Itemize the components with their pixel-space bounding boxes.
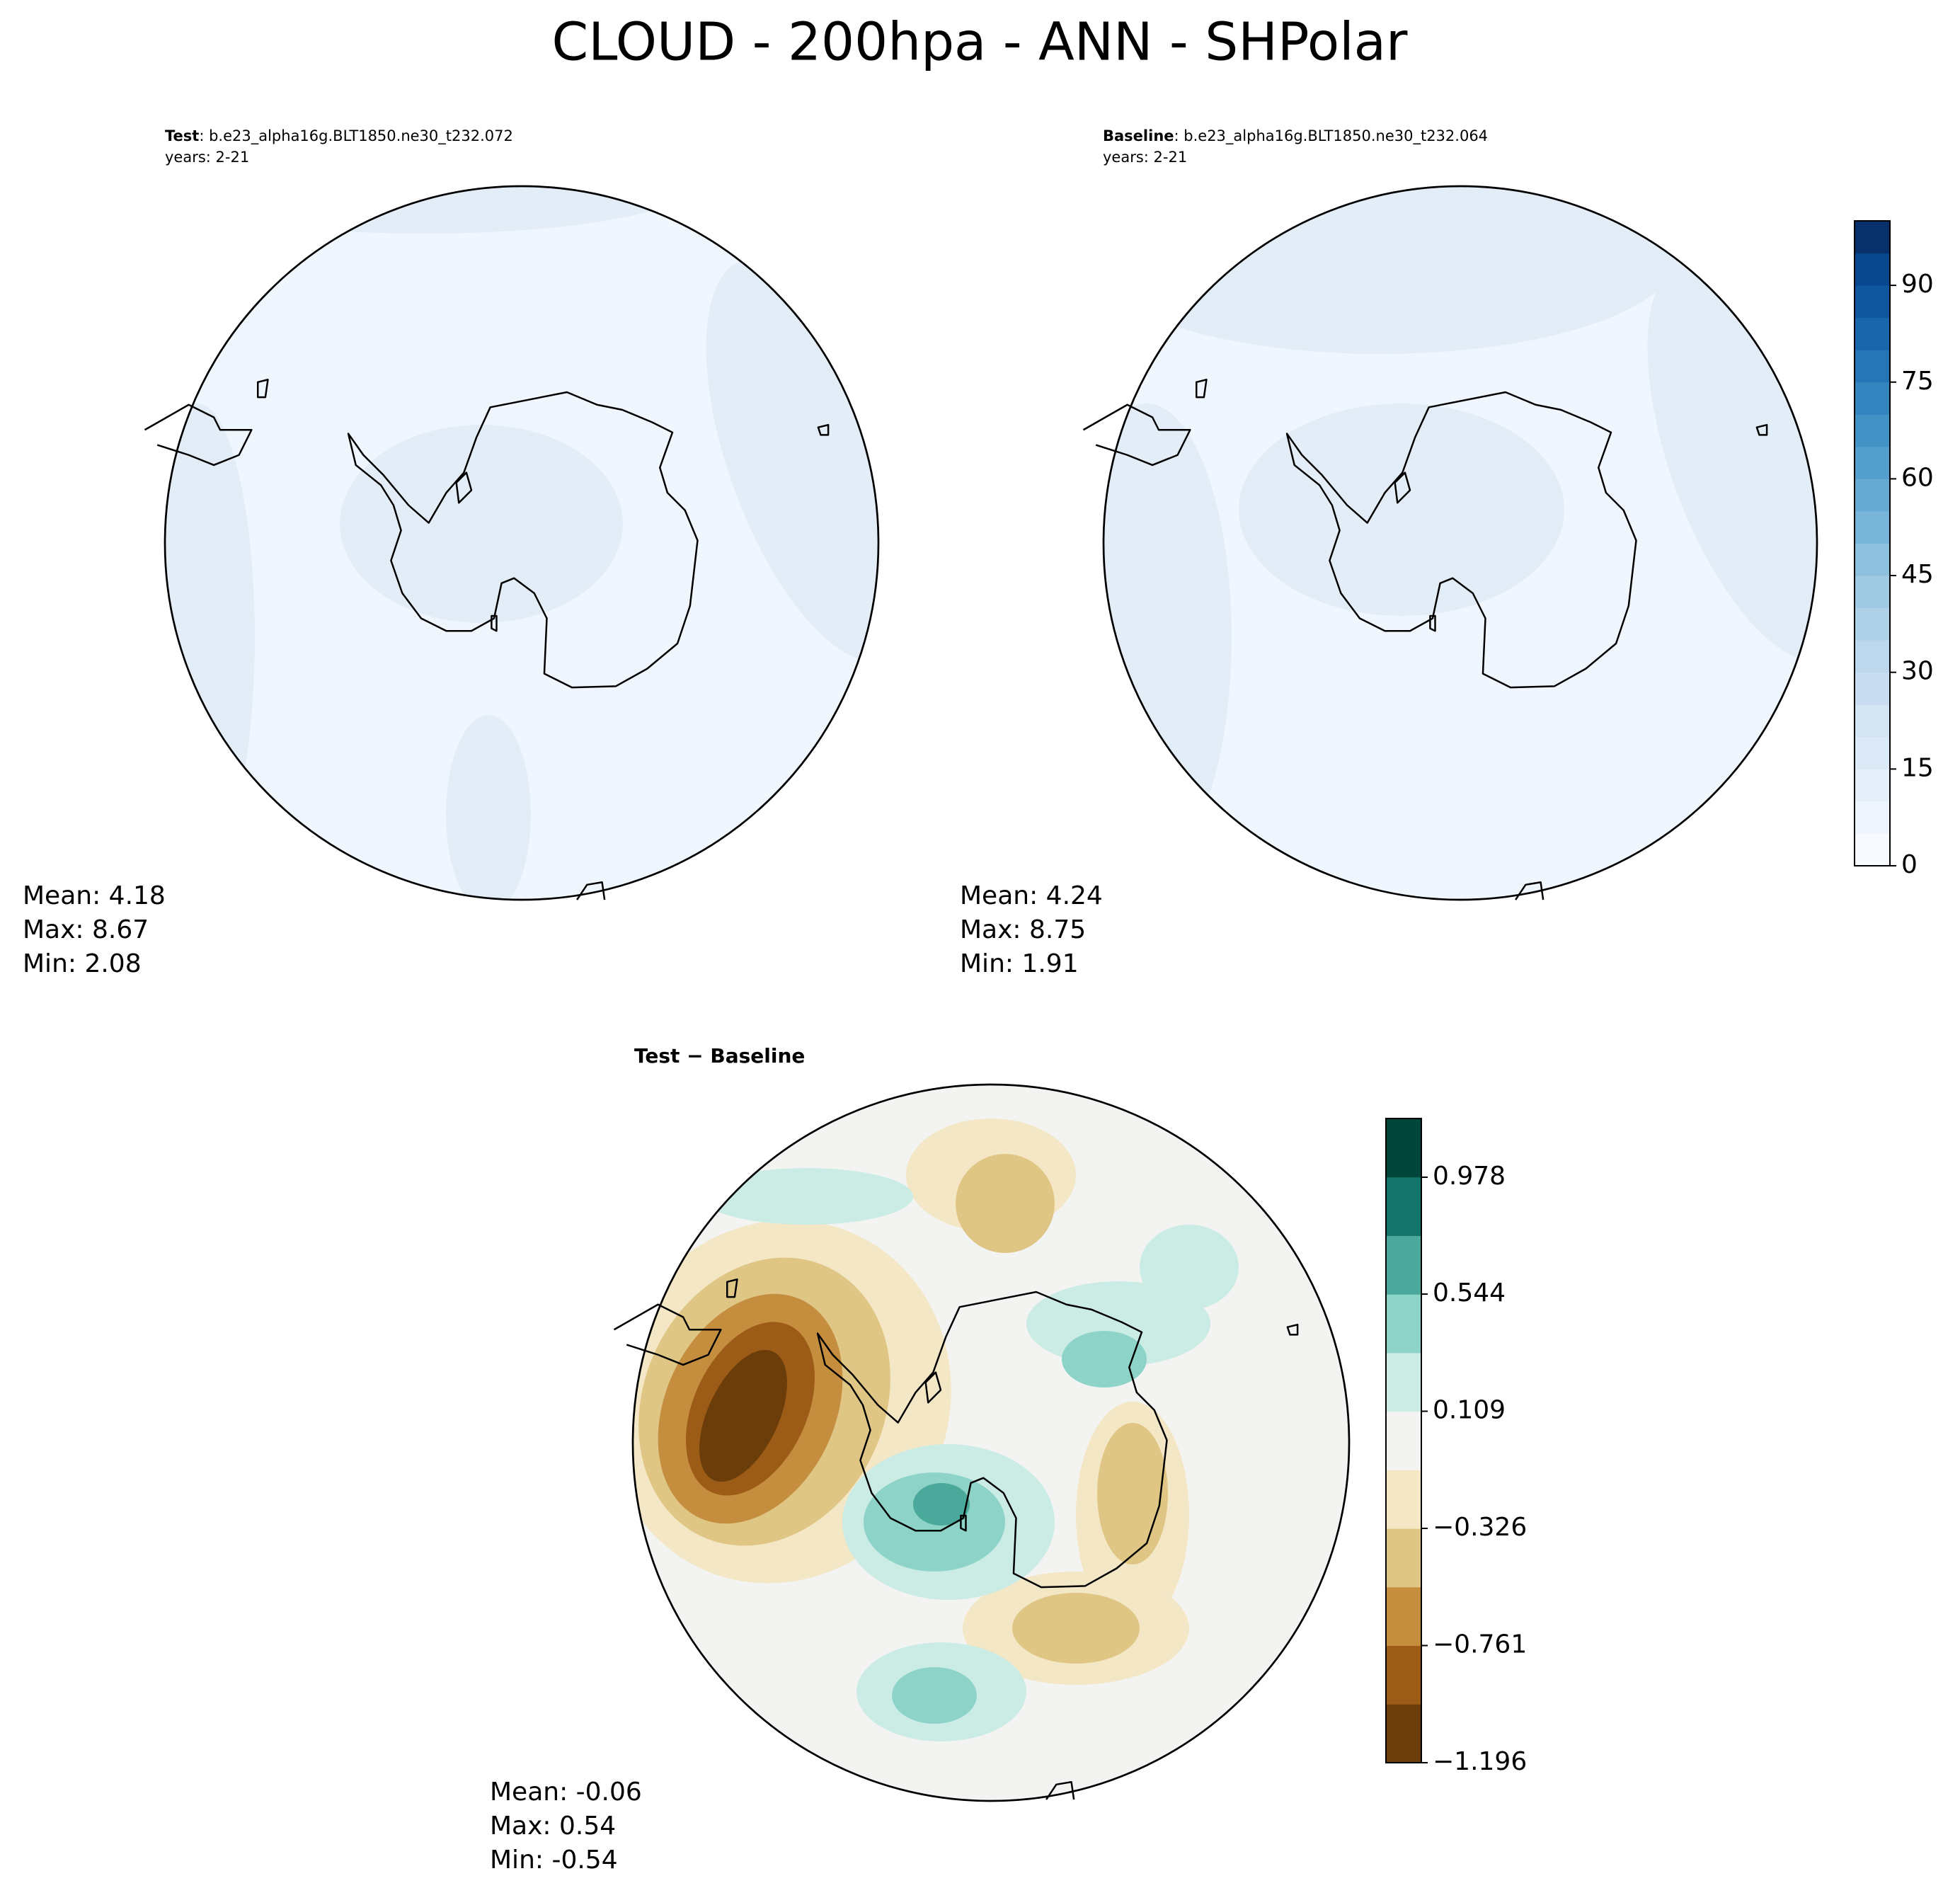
stat: Min: 2.08 [23,949,142,978]
difference-map [613,1083,1351,1802]
colorbar-band [1855,317,1890,350]
colorbar-band [1855,510,1890,544]
colorbar-band [1855,414,1890,447]
stat: Max: 8.67 [23,915,149,944]
colorbar-frame [1385,1118,1422,1763]
colorbar-band [1386,1235,1421,1295]
colorbar-band [1855,543,1890,576]
colorbar-band [1855,221,1890,254]
colorbar-tick-label: 45 [1901,560,1934,589]
colorbar-tick-label: 0.978 [1433,1162,1506,1191]
years: years: 2-21 [1103,149,1187,166]
colorbar-band [1855,833,1890,866]
stat: Max: 8.75 [960,915,1086,944]
colorbar-tick-label: −0.761 [1433,1630,1527,1659]
colorbar-band [1855,576,1890,609]
colorbar-tick-label: 0.109 [1433,1396,1506,1425]
colorbar-band [1386,1352,1421,1412]
colorbar-band [1855,382,1890,415]
stat: Min: 1.91 [960,949,1079,978]
colorbar-tick-label: 60 [1901,463,1934,492]
colorbar-tick-label: 90 [1901,270,1934,299]
colorbar-tick-label: 15 [1901,753,1934,782]
colorbar-band [1386,1470,1421,1529]
colorbar-band [1855,640,1890,673]
stat: Min: -0.54 [490,1846,618,1875]
colorbar-band [1386,1704,1421,1763]
colorbar-tick-label: 0.544 [1433,1278,1506,1308]
test-map [144,185,880,901]
colorbar-band [1855,704,1890,738]
panel-case: Baseline: b.e23_alpha16g.BLT1850.ne30_t2… [1103,127,1488,145]
panel-case: Test: b.e23_alpha16g.BLT1850.ne30_t232.0… [165,127,513,145]
years: years: 2-21 [165,149,249,166]
colorbar-tick-label: −1.196 [1433,1747,1527,1776]
colorbar-band [1386,1528,1421,1588]
colorbar-tick-label: 75 [1901,367,1934,396]
baseline-map [1082,185,1818,901]
colorbar-band [1855,672,1890,705]
colorbar-tick-label: 0 [1901,850,1918,879]
colorbar-band [1855,801,1890,834]
colorbar-band [1855,350,1890,383]
colorbar-band [1855,607,1890,641]
colorbar-band [1855,253,1890,286]
case-name: : b.e23_alpha16g.BLT1850.ne30_t232.072 [199,127,513,145]
colorbar-band [1386,1586,1421,1647]
stat: Mean: 4.24 [960,881,1103,910]
stat: Mean: -0.06 [490,1778,642,1807]
colorbar-tick-label: −0.326 [1433,1513,1527,1542]
panel-label: Test − Baseline [634,1044,805,1068]
case-name: : b.e23_alpha16g.BLT1850.ne30_t232.064 [1174,127,1489,145]
colorbar-band [1855,736,1890,769]
stat: Mean: 4.18 [23,881,166,910]
colorbar-band [1386,1645,1421,1705]
colorbar-band [1855,479,1890,512]
colorbar-band [1386,1177,1421,1236]
panel-label: Test [165,127,199,144]
figure-title: CLOUD - 200hpa - ANN - SHPolar [552,12,1408,73]
panel-label: Baseline [1103,127,1174,144]
colorbar-frame [1854,220,1891,866]
colorbar-band [1386,1119,1421,1178]
colorbar-tick-label: 30 [1901,657,1934,686]
stat: Max: 0.54 [490,1812,616,1841]
colorbar-band [1386,1411,1421,1470]
colorbar-band [1855,446,1890,479]
colorbar-band [1386,1294,1421,1354]
colorbar-band [1855,285,1890,319]
colorbar-band [1855,769,1890,802]
